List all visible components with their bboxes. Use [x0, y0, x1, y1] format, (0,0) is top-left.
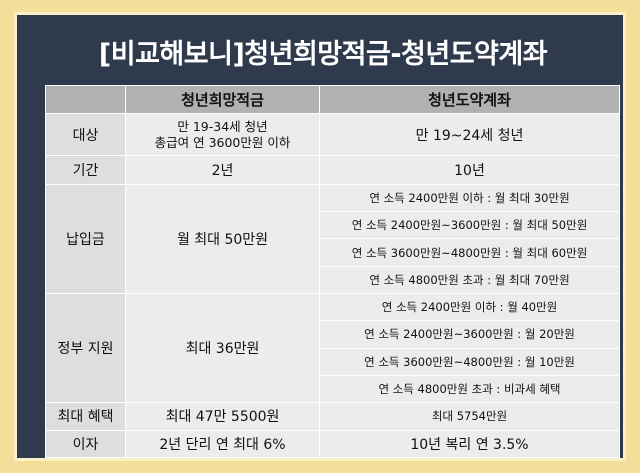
target-a-line2: 총급여 연 3600만원 이하	[154, 134, 291, 150]
row-payment-4: 연 소득 4800만원 초과 : 월 최대 70만원	[46, 265, 620, 295]
period-a: 2년	[125, 155, 320, 185]
page-title: [비교해보니]청년희망적금-청년도약계좌	[98, 39, 548, 70]
header-youth-hope-savings: 청년희망적금	[125, 84, 320, 115]
payment-b-tier: 연 소득 4800만원 초과 : 월 최대 70만원	[319, 265, 620, 295]
period-b: 10년	[319, 155, 620, 185]
label-period: 기간	[45, 155, 126, 185]
label-support: 정부 지원	[45, 292, 126, 404]
row-support-4: 연 소득 4800만원 초과 : 비과세 혜택	[46, 374, 620, 404]
label-benefit: 최대 혜택	[45, 402, 126, 431]
comparison-table: 청년희망적금 청년도약계좌 대상 만 19-34세 청년 총급여 연 3600만…	[45, 84, 620, 459]
comparison-table-wrapper: 청년희망적금 청년도약계좌 대상 만 19-34세 청년 총급여 연 3600만…	[45, 84, 620, 459]
header-blank	[45, 84, 126, 115]
support-b-tier: 연 소득 2400만원 이하 : 월 40만원	[319, 292, 620, 322]
support-b-tier: 연 소득 3600만원~4800만원 : 월 10만원	[319, 347, 620, 376]
header-youth-leap-account: 청년도약계좌	[319, 84, 620, 115]
target-a: 만 19-34세 청년 총급여 연 3600만원 이하	[125, 113, 320, 157]
row-support-2: 연 소득 2400만원~3600만원 : 월 20만원	[46, 320, 620, 349]
row-payment-2: 연 소득 2400만원~3600만원 : 월 최대 50만원	[46, 211, 620, 240]
row-period: 기간 2년 10년	[45, 155, 620, 185]
row-target: 대상 만 19-34세 청년 총급여 연 3600만원 이하 만 19~24세 …	[45, 113, 620, 157]
label-payment: 납입금	[45, 183, 126, 295]
row-interest: 이자 2년 단리 연 최대 6% 10년 복리 연 3.5%	[45, 429, 620, 459]
interest-a: 2년 단리 연 최대 6%	[125, 429, 320, 459]
header-row: 청년희망적금 청년도약계좌	[45, 84, 620, 115]
support-b-tier: 연 소득 4800만원 초과 : 비과세 혜택	[319, 374, 620, 404]
row-benefit: 최대 혜택 최대 47만 5500원 최대 5754만원	[45, 402, 620, 431]
row-payment-3: 연 소득 3600만원~4800만원 : 월 최대 60만원	[46, 238, 620, 267]
label-interest: 이자	[45, 429, 126, 459]
support-a: 최대 36만원	[125, 292, 320, 404]
payment-a: 월 최대 50만원	[125, 183, 320, 295]
support-b-tier: 연 소득 2400만원~3600만원 : 월 20만원	[319, 320, 620, 349]
row-support-3: 연 소득 3600만원~4800만원 : 월 10만원	[46, 347, 620, 376]
payment-b-tier: 연 소득 2400만원 이하 : 월 최대 30만원	[319, 183, 620, 213]
payment-b-tier: 연 소득 2400만원~3600만원 : 월 최대 50만원	[319, 211, 620, 240]
card-panel: [비교해보니]청년희망적금-청년도약계좌 청년희망적금 청년도약계좌 대상 만 …	[14, 12, 626, 461]
benefit-b: 최대 5754만원	[319, 402, 620, 431]
row-support-1: 정부 지원 최대 36만원 연 소득 2400만원 이하 : 월 40만원	[45, 292, 620, 404]
benefit-a: 최대 47만 5500원	[125, 402, 320, 431]
target-b: 만 19~24세 청년	[319, 113, 620, 157]
row-payment-1: 납입금 월 최대 50만원 연 소득 2400만원 이하 : 월 최대 30만원	[45, 183, 620, 295]
target-a-line1: 만 19-34세 청년	[177, 118, 268, 134]
interest-b: 10년 복리 연 3.5%	[319, 429, 620, 459]
payment-b-tier: 연 소득 3600만원~4800만원 : 월 최대 60만원	[319, 238, 620, 267]
label-target: 대상	[45, 113, 126, 157]
